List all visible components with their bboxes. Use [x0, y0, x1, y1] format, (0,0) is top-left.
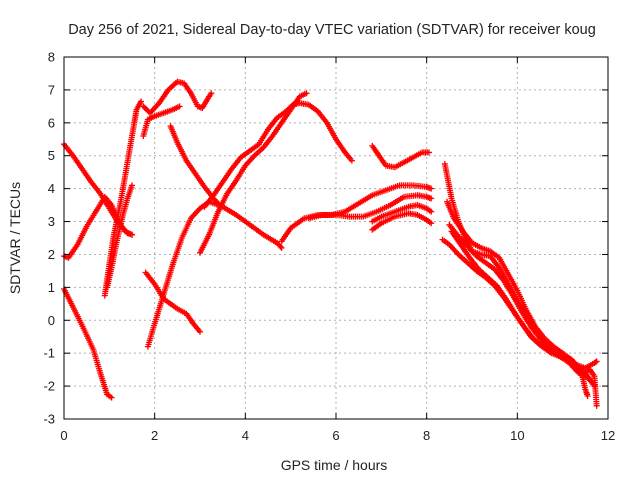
y-tick-label: 0	[48, 313, 55, 328]
data-point-marker	[588, 378, 594, 385]
series-arc-3	[61, 286, 115, 401]
x-tick-label: 0	[60, 428, 67, 443]
series-arc-13	[278, 182, 435, 245]
y-tick-label: 4	[48, 181, 55, 196]
data-point-marker	[428, 185, 435, 192]
data-point-marker	[593, 402, 600, 409]
x-tick-label: 2	[151, 428, 158, 443]
data-points	[61, 78, 600, 409]
data-point-marker	[214, 199, 220, 206]
series-arc-5	[104, 182, 135, 291]
gridlines	[64, 57, 608, 419]
y-tick-label: 3	[48, 214, 55, 229]
y-tick-label: 5	[48, 148, 55, 163]
y-tick-label: 2	[48, 247, 55, 262]
data-point-marker	[348, 157, 355, 164]
series-arc-20	[444, 198, 600, 409]
series-arc-2	[61, 193, 135, 261]
series-arc-7	[140, 78, 215, 116]
x-tick-label: 12	[601, 428, 615, 443]
data-point-marker	[592, 359, 599, 366]
data-point-marker	[129, 182, 135, 189]
series-arc-11	[197, 90, 310, 256]
x-tick-label: 4	[242, 428, 249, 443]
data-point-marker	[197, 328, 203, 335]
y-axis-label: SDTVAR / TECUs	[7, 182, 23, 294]
x-tick-label: 10	[510, 428, 524, 443]
data-point-marker	[277, 243, 284, 250]
series-arc-17	[369, 142, 432, 171]
y-tick-label: 8	[48, 50, 55, 65]
series-arc-21	[446, 221, 598, 390]
data-point-marker	[208, 90, 215, 97]
data-point-marker	[428, 195, 435, 202]
data-point-marker	[278, 244, 285, 251]
series-arc-16	[369, 210, 435, 233]
x-axis-label: GPS time / hours	[281, 457, 388, 473]
y-tick-label: -1	[43, 346, 55, 361]
y-tick-label: -3	[43, 412, 55, 427]
data-point-marker	[584, 392, 591, 399]
data-point-marker	[589, 379, 596, 386]
data-point-marker	[176, 103, 183, 110]
y-tick-label: 6	[48, 115, 55, 130]
series-arc-22	[448, 228, 596, 386]
data-point-marker	[303, 90, 310, 97]
data-point-marker	[108, 394, 115, 401]
data-point-marker	[138, 98, 145, 105]
series-arc-8	[142, 269, 203, 335]
y-tick-label: -2	[43, 379, 55, 394]
data-point-marker	[428, 208, 435, 215]
data-point-marker	[215, 200, 222, 207]
series-arc-14	[305, 192, 435, 222]
series-arc-6	[140, 103, 183, 139]
series-arc-4	[101, 98, 145, 299]
data-point-marker	[593, 358, 600, 365]
x-tick-label: 8	[423, 428, 430, 443]
data-point-marker	[591, 383, 598, 390]
data-point-marker	[425, 149, 432, 156]
series-arc-15	[369, 202, 435, 225]
y-tick-label: 7	[48, 82, 55, 97]
series-arc-12	[201, 100, 355, 210]
data-point-marker	[428, 220, 435, 227]
data-point-marker	[129, 231, 135, 238]
x-tick-label: 6	[332, 428, 339, 443]
chart-title: Day 256 of 2021, Sidereal Day-to-day VTE…	[68, 22, 596, 38]
y-tick-label: 1	[48, 280, 55, 295]
